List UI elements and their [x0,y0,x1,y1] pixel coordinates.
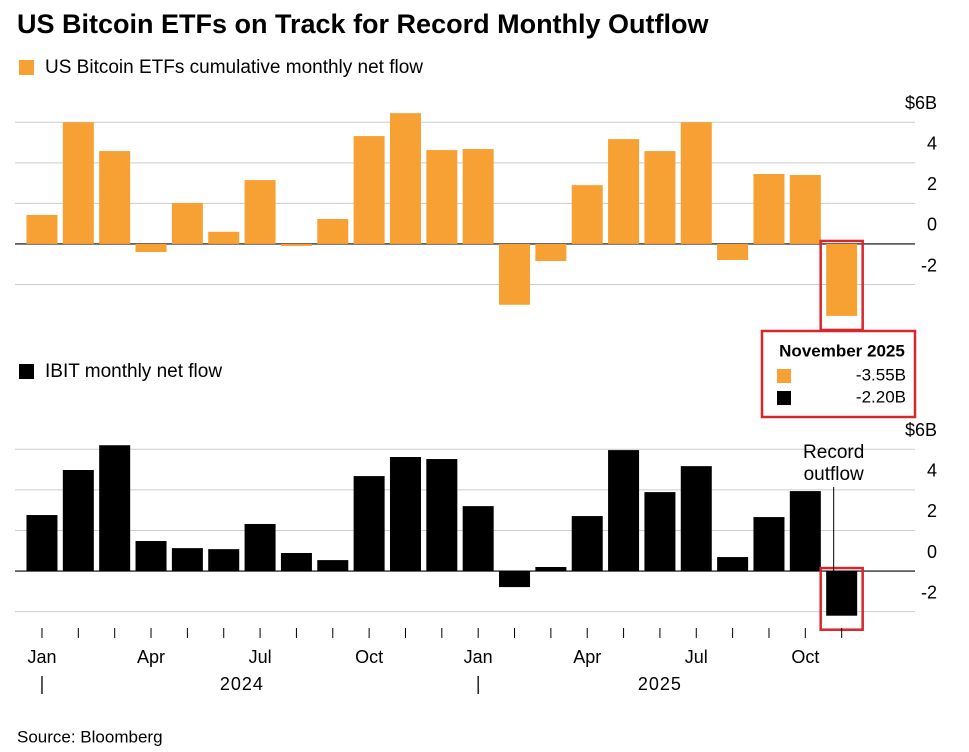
y-tick-label: 2 [927,174,937,194]
bar [717,243,749,260]
bar [499,243,531,305]
y-tick-label: -2 [921,255,937,275]
bar [353,136,385,244]
x-tick-label: Jul [249,647,272,667]
callout-swatch [777,391,791,405]
y-tick-label: 4 [927,461,937,481]
bar [608,450,640,572]
bar [99,151,131,244]
bar [280,243,312,246]
bar [680,466,712,572]
bar [571,185,603,244]
bar [26,214,58,244]
y-tick-label: 0 [927,542,937,562]
bar [99,445,131,572]
year-label: 2025 [638,674,682,694]
bar [608,139,640,244]
y-tick-label: $6B [905,93,937,113]
bar [26,515,58,572]
callout-title: November 2025 [779,341,905,360]
bar [462,506,494,572]
bar [389,457,421,572]
bar [171,202,203,244]
bar [535,243,567,261]
bar [644,151,676,244]
legend-swatch [19,364,34,379]
callout-value: -3.55B [856,365,906,384]
bar [789,491,821,572]
bar [317,219,349,244]
y-tick-label: -2 [921,582,937,602]
x-tick-label: Jan [27,647,56,667]
bar [208,231,240,244]
bar [353,476,385,572]
bar [62,469,94,572]
bar [389,113,421,244]
legend-label: US Bitcoin ETFs cumulative monthly net f… [45,57,423,78]
source: Source: Bloomberg [17,727,163,746]
annotation: Record [803,442,864,463]
x-tick-label: Apr [573,647,601,667]
callout-swatch [777,369,791,383]
bar [135,243,167,253]
x-tick-label: Oct [355,647,383,667]
bar [62,122,94,244]
bar [244,180,276,244]
bar [680,122,712,244]
bar [280,552,312,572]
chart-title: US Bitcoin ETFs on Track for Record Mont… [17,9,710,39]
bar [171,548,203,572]
y-tick-label: 2 [927,501,937,521]
annotation: outflow [804,464,864,485]
bar [208,549,240,572]
legend-label: IBIT monthly net flow [45,361,222,382]
legend-swatch [19,60,34,75]
x-tick-label: Apr [137,647,165,667]
year-label: 2024 [220,674,264,694]
bar [317,560,349,572]
callout-value: -2.20B [856,387,906,406]
bar [426,150,458,244]
bar [244,523,276,572]
bar [753,517,785,572]
x-tick-label: Jul [685,647,708,667]
bar [571,516,603,572]
bar [644,492,676,572]
bar [426,459,458,572]
bar [826,243,858,316]
bar [535,567,567,572]
y-tick-label: $6B [905,420,937,440]
bar [753,173,785,244]
bar [462,149,494,244]
bar [499,571,531,588]
x-tick-label: Jan [464,647,493,667]
bar [826,571,858,616]
bar [135,541,167,572]
y-tick-label: 0 [927,215,937,235]
y-tick-label: 4 [927,134,937,154]
x-tick-label: Oct [791,647,819,667]
bar [717,557,749,572]
bar [789,175,821,244]
